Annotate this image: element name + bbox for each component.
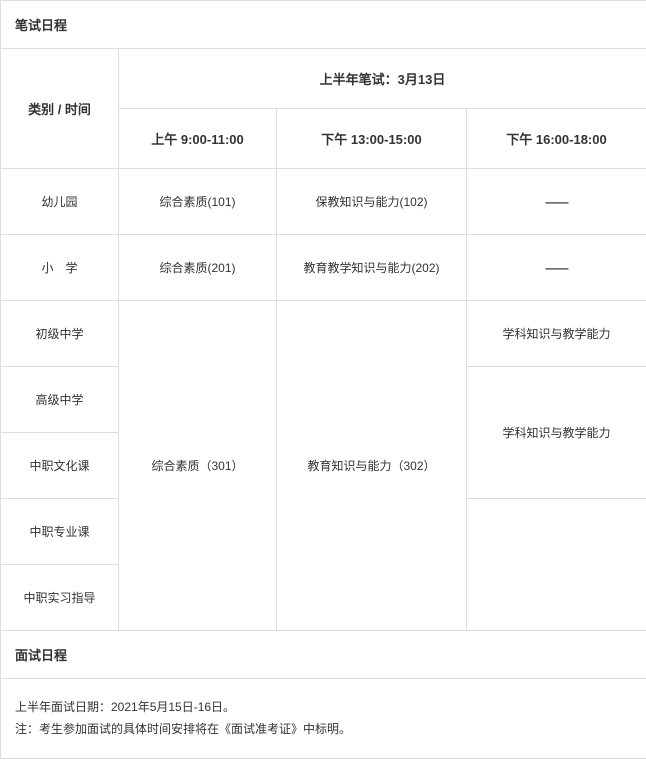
merged-302-afternoon1: 教育知识与能力（302） <box>277 301 467 631</box>
schedule-table: 笔试日程 类别 / 时间 上半年笔试：3月13日 上午 9:00-11:00 下… <box>0 0 646 759</box>
date-header-row: 类别 / 时间 上半年笔试：3月13日 <box>1 49 646 109</box>
kindergarten-morning: 综合素质(101) <box>119 169 277 235</box>
primary-afternoon1: 教育教学知识与能力(202) <box>277 235 467 301</box>
interview-section-header-row: 面试日程 <box>1 631 646 679</box>
slot-morning: 上午 9:00-11:00 <box>119 109 277 169</box>
interview-footer-cell: 上半年面试日期：2021年5月15日-16日。 注：考生参加面试的具体时间安排将… <box>1 679 646 759</box>
merged-301-morning: 综合素质（301） <box>119 301 277 631</box>
written-section-header-row: 笔试日程 <box>1 1 646 49</box>
interview-section-title: 面试日程 <box>1 631 646 679</box>
row-primary: 小 学 综合素质(201) 教育教学知识与能力(202) —— <box>1 235 646 301</box>
cat-primary: 小 学 <box>1 235 119 301</box>
cat-kindergarten: 幼儿园 <box>1 169 119 235</box>
senior-high-afternoon2: 学科知识与教学能力 <box>467 367 646 499</box>
vocational-blank-afternoon2 <box>467 499 646 631</box>
primary-morning: 综合素质(201) <box>119 235 277 301</box>
interview-note-line: 注：考生参加面试的具体时间安排将在《面试准考证》中标明。 <box>15 719 632 741</box>
junior-high-afternoon2: 学科知识与教学能力 <box>467 301 646 367</box>
cat-vocational-culture: 中职文化课 <box>1 433 119 499</box>
kindergarten-afternoon1: 保教知识与能力(102) <box>277 169 467 235</box>
row-junior-high: 初级中学 综合素质（301） 教育知识与能力（302） 学科知识与教学能力 <box>1 301 646 367</box>
kindergarten-afternoon2: —— <box>467 169 646 235</box>
cat-vocational-intern: 中职实习指导 <box>1 565 119 631</box>
cat-senior-high: 高级中学 <box>1 367 119 433</box>
interview-date-line: 上半年面试日期：2021年5月15日-16日。 <box>15 697 632 719</box>
primary-afternoon2: —— <box>467 235 646 301</box>
category-time-header: 类别 / 时间 <box>1 49 119 169</box>
exam-date-header: 上半年笔试：3月13日 <box>119 49 646 109</box>
slot-afternoon2: 下午 16:00-18:00 <box>467 109 646 169</box>
row-kindergarten: 幼儿园 综合素质(101) 保教知识与能力(102) —— <box>1 169 646 235</box>
written-section-title: 笔试日程 <box>1 1 646 49</box>
interview-footer-row: 上半年面试日期：2021年5月15日-16日。 注：考生参加面试的具体时间安排将… <box>1 679 646 759</box>
cat-vocational-major: 中职专业课 <box>1 499 119 565</box>
cat-junior-high: 初级中学 <box>1 301 119 367</box>
slot-afternoon1: 下午 13:00-15:00 <box>277 109 467 169</box>
